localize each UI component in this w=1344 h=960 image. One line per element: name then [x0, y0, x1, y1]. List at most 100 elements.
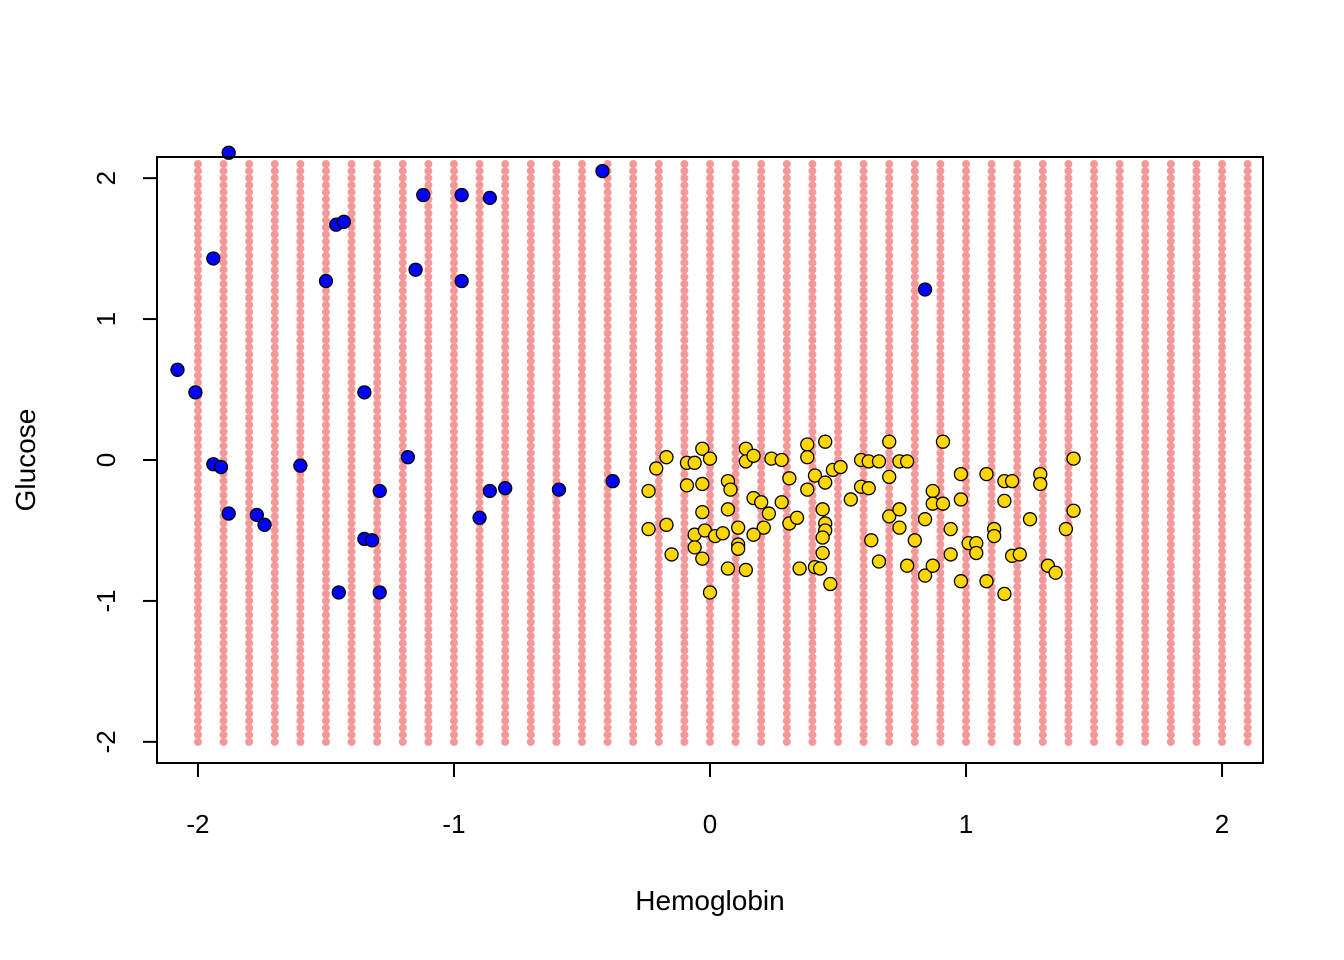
grid-dot — [321, 420, 330, 429]
grid-dot — [706, 286, 714, 295]
grid-dot — [1115, 167, 1124, 176]
grid-dot — [245, 385, 254, 394]
grid-dot — [1038, 716, 1047, 725]
grid-dot — [347, 505, 356, 514]
grid-dot — [757, 632, 766, 641]
grid-dot — [270, 639, 279, 648]
grid-dot — [373, 413, 382, 422]
grid-dot — [1115, 639, 1124, 648]
grid-dot — [1192, 258, 1201, 267]
grid-dot — [552, 441, 561, 450]
grid-dot — [373, 646, 382, 655]
grid-dot — [526, 611, 535, 620]
grid-dot — [449, 237, 458, 246]
grid-dot — [1064, 371, 1073, 380]
grid-dot — [552, 470, 561, 479]
grid-dot — [1218, 427, 1227, 436]
grid-dot — [1090, 561, 1099, 570]
grid-dot — [193, 498, 202, 507]
x-tick-label: -1 — [442, 809, 465, 839]
grid-dot — [706, 568, 714, 577]
grid-dot — [577, 674, 586, 683]
grid-dot — [1141, 716, 1150, 725]
grid-dot — [1090, 230, 1099, 239]
grid-dot — [193, 286, 202, 295]
grid-dot — [962, 392, 971, 401]
grid-dot — [321, 188, 330, 197]
grid-dot — [245, 272, 254, 281]
grid-dot — [373, 688, 382, 697]
grid-dot — [1218, 188, 1227, 197]
grid-dot — [1115, 343, 1124, 352]
grid-dot — [859, 702, 868, 711]
grid-dot — [782, 237, 791, 246]
grid-dot — [1013, 167, 1022, 176]
grid-dot — [449, 477, 458, 486]
grid-dot — [1115, 265, 1124, 274]
grid-dot — [757, 674, 766, 683]
grid-dot — [680, 322, 689, 331]
grid-dot — [962, 251, 971, 260]
grid-dot — [962, 371, 971, 380]
grid-dot — [552, 519, 561, 528]
grid-dot — [552, 709, 561, 718]
grid-dot — [1243, 681, 1252, 690]
grid-dot — [526, 653, 535, 662]
grid-dot — [1218, 293, 1227, 302]
grid-dot — [1243, 181, 1252, 190]
grid-dot — [577, 272, 586, 281]
grid-dot — [936, 723, 945, 732]
grid-dot — [1192, 737, 1201, 746]
grid-dot — [603, 223, 612, 232]
grid-dot — [936, 575, 945, 584]
grid-dot — [808, 639, 817, 648]
grid-dot — [1064, 547, 1073, 556]
grid-dot — [245, 477, 254, 486]
grid-dot — [193, 406, 202, 415]
grid-dot — [245, 596, 254, 605]
grid-dot — [885, 209, 894, 218]
grid-dot — [629, 279, 638, 288]
grid-dot — [731, 498, 740, 507]
grid-dot — [603, 286, 612, 295]
grid-dot — [296, 448, 305, 457]
grid-dot — [219, 286, 228, 295]
grid-dot — [629, 582, 638, 591]
grid-dot — [321, 512, 330, 521]
grid-dot — [859, 625, 868, 634]
grid-dot — [1064, 667, 1073, 676]
grid-dot — [603, 364, 612, 373]
grid-dot — [706, 702, 714, 711]
grid-dot — [731, 674, 740, 683]
grid-dot — [1064, 322, 1073, 331]
grid-dot — [424, 484, 433, 493]
grid-dot — [859, 427, 868, 436]
grid-dot — [1166, 434, 1175, 443]
grid-dot — [834, 385, 843, 394]
grid-dot — [1038, 709, 1047, 718]
grid-dot — [808, 582, 817, 591]
grid-dot — [577, 265, 586, 274]
grid-dot — [219, 709, 228, 718]
grid-dot — [1090, 547, 1099, 556]
grid-dot — [321, 653, 330, 662]
grid-dot — [1115, 660, 1124, 669]
grid-dot — [193, 456, 202, 464]
grid-dot — [885, 625, 894, 634]
grid-dot — [987, 188, 996, 197]
grid-dot — [1243, 385, 1252, 394]
grid-dot — [1243, 463, 1252, 472]
grid-dot — [962, 230, 971, 239]
grid-dot — [1166, 265, 1175, 274]
grid-dot — [1038, 519, 1047, 528]
grid-dot — [1064, 413, 1073, 422]
grid-dot — [219, 632, 228, 641]
grid-dot — [680, 336, 689, 345]
grid-dot — [398, 667, 407, 676]
grid-dot — [629, 272, 638, 281]
grid-dot — [1141, 737, 1150, 746]
grid-dot — [1243, 470, 1252, 479]
grid-dot — [731, 625, 740, 634]
grid-dot — [1064, 209, 1073, 218]
grid-dot — [347, 618, 356, 627]
